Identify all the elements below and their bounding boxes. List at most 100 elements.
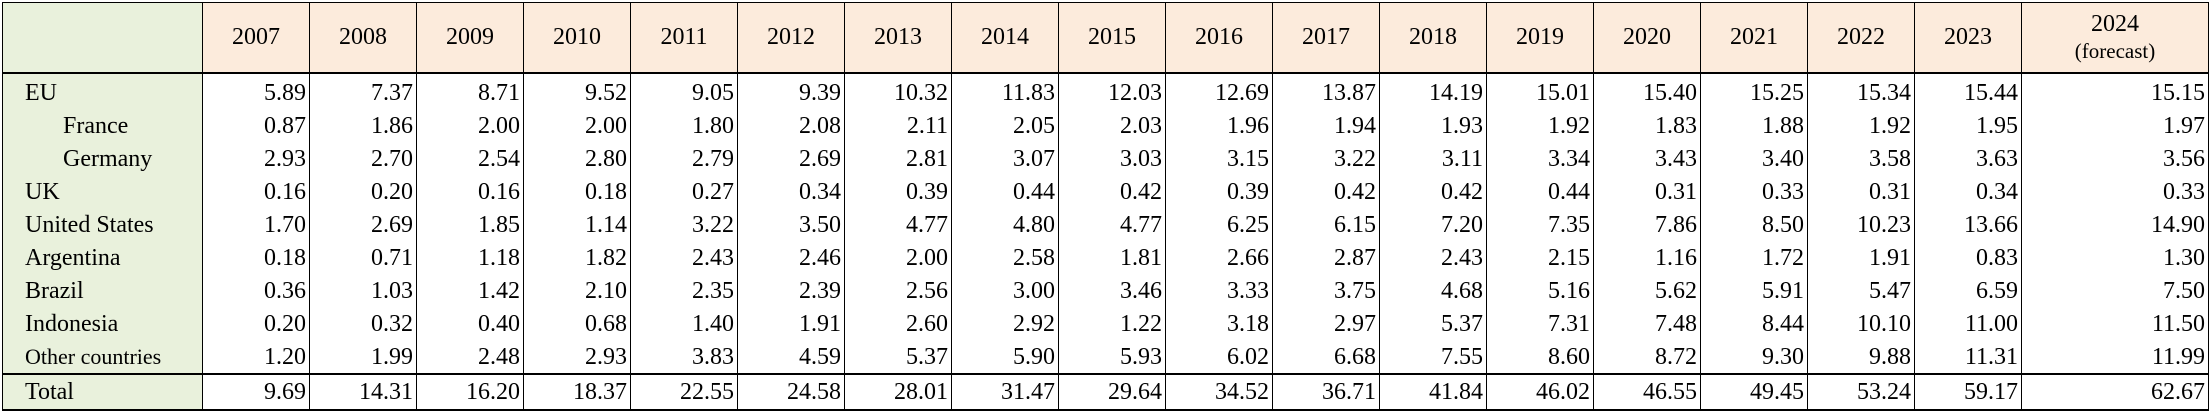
value-cell: 0.36 [202,274,310,307]
value-cell: 3.07 [951,142,1059,175]
value-cell: 9.52 [523,73,631,109]
value-cell: 2.03 [1058,109,1166,142]
year-header: 2011 [630,2,738,74]
value-cell: 13.66 [1914,208,2022,241]
value-cell: 1.96 [1165,109,1273,142]
table-row: Argentina 0.18 0.71 1.18 1.82 2.43 2.46 2.00 2.5… [2,241,2209,274]
value-cell: 9.88 [1807,340,1915,375]
value-cell: 2.56 [844,274,952,307]
year-header: 2013 [844,2,952,74]
value-cell: 3.75 [1272,274,1380,307]
header-corner-cell [2,2,203,74]
value-cell: 5.90 [951,340,1059,375]
value-cell: 1.82 [523,241,631,274]
value-cell: 2.08 [737,109,845,142]
value-cell: 2.80 [523,142,631,175]
value-cell: 14.31 [309,373,417,411]
row-label: UK [2,175,203,208]
value-cell: 2.48 [416,340,524,375]
value-cell: 1.70 [202,208,310,241]
value-cell: 0.33 [1700,175,1808,208]
value-cell: 6.15 [1272,208,1380,241]
value-cell: 0.27 [630,175,738,208]
value-cell: 12.69 [1165,73,1273,109]
value-cell: 1.16 [1593,241,1701,274]
value-cell: 1.91 [737,307,845,340]
value-cell: 18.37 [523,373,631,411]
value-cell: 5.16 [1486,274,1594,307]
value-cell: 2.97 [1272,307,1380,340]
value-cell: 1.99 [309,340,417,375]
value-cell: 3.56 [2021,142,2209,175]
value-cell: 1.30 [2021,241,2209,274]
value-cell: 11.83 [951,73,1059,109]
value-cell: 2.92 [951,307,1059,340]
value-cell: 1.91 [1807,241,1915,274]
year-header: 2020 [1593,2,1701,74]
value-cell: 5.62 [1593,274,1701,307]
value-cell: 0.18 [523,175,631,208]
value-cell: 7.50 [2021,274,2209,307]
value-cell: 8.71 [416,73,524,109]
value-cell: 15.34 [1807,73,1915,109]
value-cell: 5.37 [1379,307,1487,340]
row-label: Total [2,373,203,411]
value-cell: 1.20 [202,340,310,375]
value-cell: 0.16 [416,175,524,208]
value-cell: 9.05 [630,73,738,109]
value-cell: 49.45 [1700,373,1808,411]
value-cell: 0.39 [1165,175,1273,208]
value-cell: 53.24 [1807,373,1915,411]
value-cell: 5.37 [844,340,952,375]
value-cell: 4.80 [951,208,1059,241]
value-cell: 1.03 [309,274,417,307]
value-cell: 2.54 [416,142,524,175]
value-cell: 0.40 [416,307,524,340]
value-cell: 8.72 [1593,340,1701,375]
row-label: Other countries [2,340,203,375]
value-cell: 3.11 [1379,142,1487,175]
value-cell: 0.32 [309,307,417,340]
value-cell: 2.60 [844,307,952,340]
value-cell: 34.52 [1165,373,1273,411]
value-cell: 2.79 [630,142,738,175]
value-cell: 1.97 [2021,109,2209,142]
value-cell: 0.31 [1593,175,1701,208]
value-cell: 1.18 [416,241,524,274]
year-header: 2008 [309,2,417,74]
table-body: EU 5.89 7.37 8.71 9.52 9.05 9.39 10.32 11.83 12.0… [2,73,2209,411]
value-cell: 1.40 [630,307,738,340]
value-cell: 11.31 [1914,340,2022,375]
value-cell: 1.83 [1593,109,1701,142]
year-header: 2009 [416,2,524,74]
value-cell: 3.43 [1593,142,1701,175]
year-header: 2010 [523,2,631,74]
value-cell: 7.86 [1593,208,1701,241]
value-cell: 9.69 [202,373,310,411]
value-cell: 28.01 [844,373,952,411]
value-cell: 10.32 [844,73,952,109]
forecast-year: 2024 [2091,11,2139,37]
value-cell: 1.80 [630,109,738,142]
value-cell: 2.00 [523,109,631,142]
year-header: 2019 [1486,2,1594,74]
value-cell: 9.39 [737,73,845,109]
value-cell: 3.15 [1165,142,1273,175]
row-label: Argentina [2,241,203,274]
year-header: 2016 [1165,2,1273,74]
year-header: 2007 [202,2,310,74]
value-cell: 1.92 [1486,109,1594,142]
value-cell: 7.31 [1486,307,1594,340]
value-cell: 1.81 [1058,241,1166,274]
value-cell: 2.05 [951,109,1059,142]
value-cell: 10.23 [1807,208,1915,241]
value-cell: 3.63 [1914,142,2022,175]
value-cell: 7.20 [1379,208,1487,241]
value-cell: 0.42 [1379,175,1487,208]
value-cell: 0.42 [1272,175,1380,208]
value-cell: 29.64 [1058,373,1166,411]
value-cell: 4.77 [844,208,952,241]
value-cell: 36.71 [1272,373,1380,411]
value-cell: 4.59 [737,340,845,375]
